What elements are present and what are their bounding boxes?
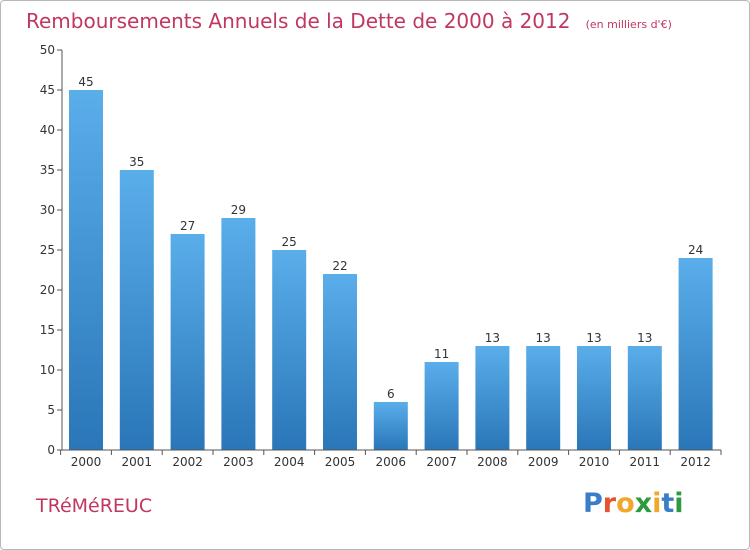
logo-letter: o [616, 488, 635, 519]
y-tick-label: 50 [40, 43, 55, 57]
x-tick-label: 2010 [579, 455, 610, 469]
bar-value-label: 13 [485, 331, 500, 345]
bar [323, 274, 357, 450]
bar [424, 362, 459, 450]
y-tick-label: 45 [40, 83, 55, 97]
chart-title-text: Remboursements Annuels de la Dette de 20… [26, 9, 571, 33]
x-tick-label: 2001 [122, 455, 153, 469]
y-tick-label: 5 [47, 403, 55, 417]
bar [272, 250, 307, 450]
bar-value-label: 24 [688, 243, 703, 257]
bar-value-label: 6 [387, 387, 395, 401]
x-axis: 2000 2001 2002 2003 2004 2005 2006 2007 2008 2009… [60, 449, 722, 469]
bar-value-label: 45 [78, 75, 93, 89]
bar-value-label: 29 [231, 203, 246, 217]
bar-value-label: 13 [536, 331, 551, 345]
chart-unit-label: (en milliers d'€) [585, 18, 672, 31]
x-tick-label: 2003 [223, 455, 254, 469]
x-tick-label: 2011 [630, 455, 661, 469]
x-tick-label: 2007 [426, 455, 457, 469]
x-tick-label: 2002 [172, 455, 203, 469]
y-tick-label: 25 [40, 243, 55, 257]
x-tick-label: 2005 [325, 455, 356, 469]
bar [526, 346, 561, 450]
x-tick-label: 2012 [680, 455, 711, 469]
bar-value-label: 13 [586, 331, 601, 345]
bar [170, 234, 205, 450]
x-tick-label: 2008 [477, 455, 508, 469]
y-tick-label: 40 [40, 123, 55, 137]
bar [373, 402, 408, 450]
x-tick-label: 2000 [71, 455, 102, 469]
bar [627, 346, 662, 450]
x-tick-label: 2004 [274, 455, 305, 469]
bar [221, 218, 256, 450]
bar [577, 346, 611, 450]
bar [475, 346, 510, 450]
x-tick-label: 2006 [376, 455, 407, 469]
y-tick-label: 10 [40, 363, 55, 377]
y-tick-label: 35 [40, 163, 55, 177]
logo-letter: t [661, 488, 675, 519]
bar-value-label: 13 [637, 331, 652, 345]
y-tick-label: 0 [47, 443, 55, 457]
bar-value-label: 11 [434, 347, 449, 361]
y-tick-label: 30 [40, 203, 55, 217]
bar [678, 258, 713, 450]
commune-name: TRéMéREUC [36, 495, 153, 517]
x-tick-label: 2009 [528, 455, 559, 469]
logo-letter: i [674, 488, 684, 519]
logo-letter: x [634, 488, 653, 519]
bar-value-label: 35 [129, 155, 144, 169]
bar-value-label: 25 [282, 235, 297, 249]
y-axis: 0 5 10 15 20 25 30 35 40 45 50 [40, 43, 63, 457]
logo-letter: r [602, 488, 617, 519]
bars: 45 35 27 29 25 22 6 11 13 13 13 13 24 [69, 75, 713, 450]
bar-chart: 0 5 10 15 20 25 30 35 40 45 50 45 35 27 29 25 22 6 11 13 13… [40, 43, 722, 469]
logo-letter: P [583, 488, 603, 519]
bar [69, 90, 103, 450]
bar-value-label: 22 [332, 259, 347, 273]
y-tick-label: 20 [40, 283, 55, 297]
bar-value-label: 27 [180, 219, 195, 233]
bar [119, 170, 154, 450]
proxiti-logo: Proxiti [583, 488, 684, 519]
y-tick-label: 15 [40, 323, 55, 337]
logo-letter: i [652, 488, 662, 519]
chart-title: Remboursements Annuels de la Dette de 20… [26, 9, 672, 33]
